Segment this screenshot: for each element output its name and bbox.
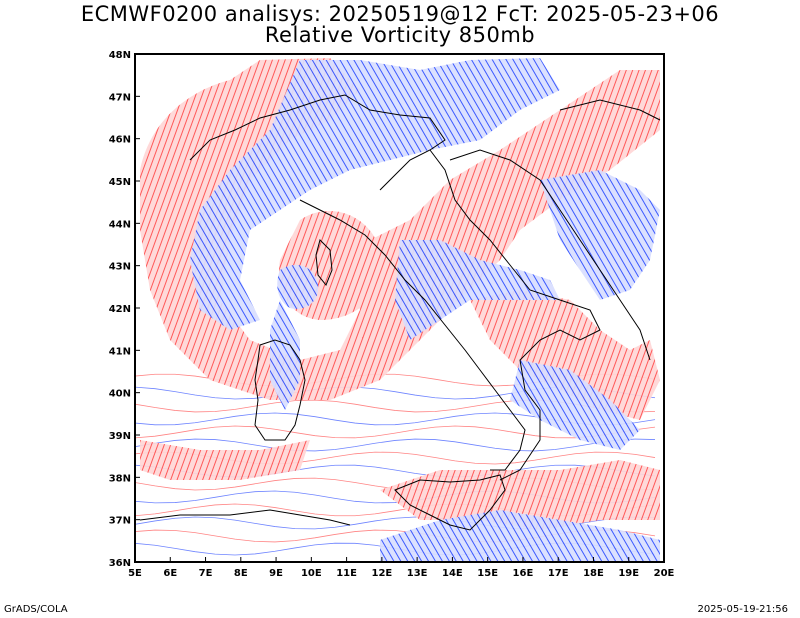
footer-timestamp: 2025-05-19-21:56 — [697, 604, 788, 615]
negative-eddy-tyrrhenian — [277, 265, 319, 309]
positive-band-south — [380, 460, 660, 530]
coastlines — [139, 94, 661, 531]
x-tick-label: 5E — [128, 568, 142, 579]
negative-band-adriatic — [395, 240, 560, 340]
x-tick-label: 12E — [371, 568, 392, 579]
negative-band-southern — [380, 510, 660, 562]
latitude-axis: 36N 37N 38N 39N 40N 41N 42N 43N 44N 45N 46N 47N 48N — [109, 50, 140, 569]
x-tick-label: 17E — [548, 568, 569, 579]
background-contour — [135, 438, 656, 452]
italy-west-coast — [299, 199, 526, 471]
y-tick-label: 38N — [109, 473, 131, 484]
balkan-coast — [449, 149, 651, 361]
sardinia-coast — [254, 339, 306, 441]
italy-east-coast — [429, 149, 601, 481]
negative-band-balkans — [540, 170, 660, 300]
y-tick-label: 40N — [109, 389, 131, 400]
longitude-axis: 5E 6E 7E 8E 9E 10E 11E 12E 13E 14E 15E 16E 17E 18E 19E… — [128, 557, 675, 579]
y-tick-label: 37N — [109, 516, 131, 527]
sicily-coast — [394, 474, 506, 531]
background-contour — [135, 425, 656, 439]
y-tick-label: 46N — [109, 135, 131, 146]
y-tick-label: 41N — [109, 346, 131, 357]
chart-subtitle: Relative Vorticity 850mb — [264, 23, 536, 47]
x-tick-label: 10E — [301, 568, 322, 579]
negative-vorticity-bands — [190, 58, 660, 562]
x-tick-label: 11E — [336, 568, 357, 579]
y-tick-label: 48N — [109, 50, 131, 61]
y-tick-label: 39N — [109, 431, 131, 442]
x-tick-label: 18E — [583, 568, 604, 579]
x-tick-label: 19E — [618, 568, 639, 579]
x-tick-label: 15E — [477, 568, 498, 579]
x-tick-label: 16E — [513, 568, 534, 579]
alps-border — [189, 94, 446, 191]
positive-band-southeast — [470, 290, 660, 420]
y-tick-label: 36N — [109, 558, 131, 569]
y-tick-label: 45N — [109, 177, 131, 188]
y-tick-label: 47N — [109, 92, 131, 103]
vorticity-field — [135, 54, 664, 562]
x-tick-label: 8E — [234, 568, 248, 579]
chart-title: ECMWF0200 analisys: 20250519@12 FcT: 202… — [80, 2, 720, 26]
negative-band-north — [190, 58, 560, 330]
negative-band-ionian — [510, 360, 640, 450]
balkan-border — [559, 99, 661, 121]
footer-credit: GrADS/COLA — [4, 604, 68, 615]
x-tick-label: 6E — [163, 568, 177, 579]
x-tick-label: 14E — [442, 568, 463, 579]
x-tick-label: 9E — [269, 568, 283, 579]
x-tick-label: 20E — [654, 568, 675, 579]
x-tick-label: 7E — [199, 568, 213, 579]
negative-band-sardinia — [270, 300, 300, 410]
y-tick-label: 42N — [109, 304, 131, 315]
corsica-coast — [315, 239, 333, 286]
y-tick-label: 44N — [109, 219, 131, 230]
x-tick-label: 13E — [407, 568, 428, 579]
positive-band-sw — [140, 440, 310, 480]
north-africa-coast — [139, 509, 351, 526]
y-tick-label: 43N — [109, 262, 131, 273]
